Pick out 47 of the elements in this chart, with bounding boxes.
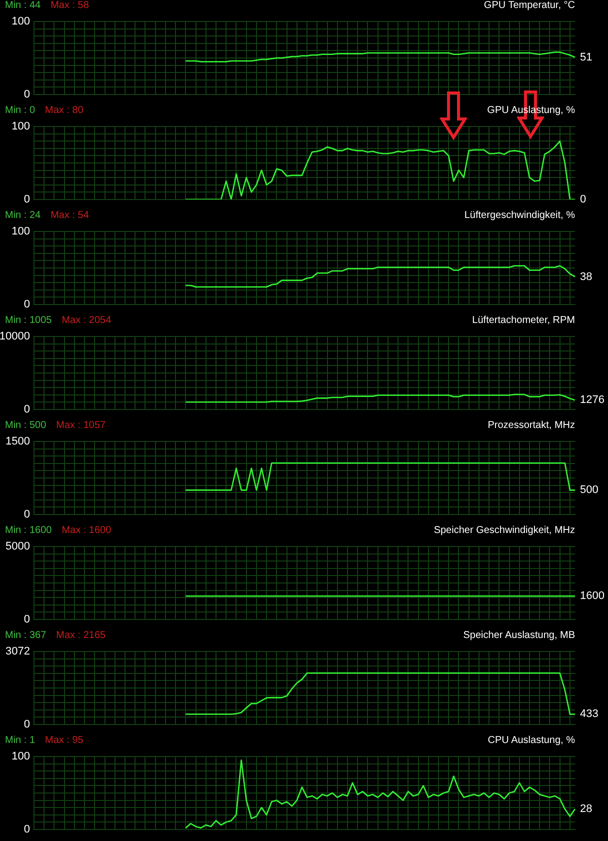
y-tick-label: 3072 <box>6 646 30 658</box>
text: Min : 500 <box>5 420 46 431</box>
text: Max : 1057 <box>56 420 106 431</box>
text: 51 <box>580 51 592 64</box>
text: Min : 44 <box>5 0 41 11</box>
text: Min : 1005 <box>5 315 52 326</box>
text: 1276 <box>580 394 604 406</box>
chart-title: Prozessortakt, MHz <box>488 420 575 431</box>
chart-title: Speicher Auslastung, MB <box>463 630 575 641</box>
chart-title: Speicher Geschwindigkeit, MHz <box>434 525 575 536</box>
y-tick-label: 0 <box>24 193 30 206</box>
text: Min : 367 <box>5 630 46 641</box>
text: Max : 80 <box>45 105 84 116</box>
text: Min : 1 <box>5 735 36 746</box>
text: 433 <box>580 708 598 720</box>
text: Min : 1600 <box>5 525 52 536</box>
text: Max : 1600 <box>62 525 112 536</box>
text: Max : 54 <box>50 210 89 221</box>
y-tick-label: 100 <box>12 16 30 28</box>
y-tick-label: 10000 <box>0 330 30 343</box>
y-tick-label: 5000 <box>6 540 30 553</box>
chart-title: CPU Auslastung, % <box>488 735 575 746</box>
text: 500 <box>580 484 598 496</box>
y-tick-label: 1500 <box>6 436 30 448</box>
text: Min : 0 <box>5 105 36 116</box>
text: 38 <box>580 270 592 283</box>
text: Max : 95 <box>45 735 84 746</box>
text: 28 <box>580 803 592 816</box>
text: 0 <box>580 193 586 206</box>
y-tick-label: 100 <box>12 750 30 763</box>
y-tick-label: 0 <box>24 718 30 730</box>
text: Max : 2165 <box>56 630 106 641</box>
y-tick-label: 0 <box>24 823 30 836</box>
chart-title: GPU Temperatur, °C <box>484 0 575 11</box>
text: Max : 58 <box>50 0 89 11</box>
y-tick-label: 0 <box>24 508 30 520</box>
y-tick-label: 0 <box>24 88 30 100</box>
text: Min : 24 <box>5 210 41 221</box>
y-tick-label: 0 <box>24 298 30 310</box>
y-tick-label: 0 <box>24 613 30 626</box>
text: 1600 <box>580 590 604 602</box>
text: Max : 2054 <box>62 315 112 326</box>
y-tick-label: 100 <box>12 120 30 133</box>
chart-title: Lüftergeschwindigkeit, % <box>464 210 575 221</box>
y-tick-label: 100 <box>12 226 30 238</box>
y-tick-label: 0 <box>24 403 30 416</box>
chart-title: Lüftertachometer, RPM <box>472 315 575 326</box>
